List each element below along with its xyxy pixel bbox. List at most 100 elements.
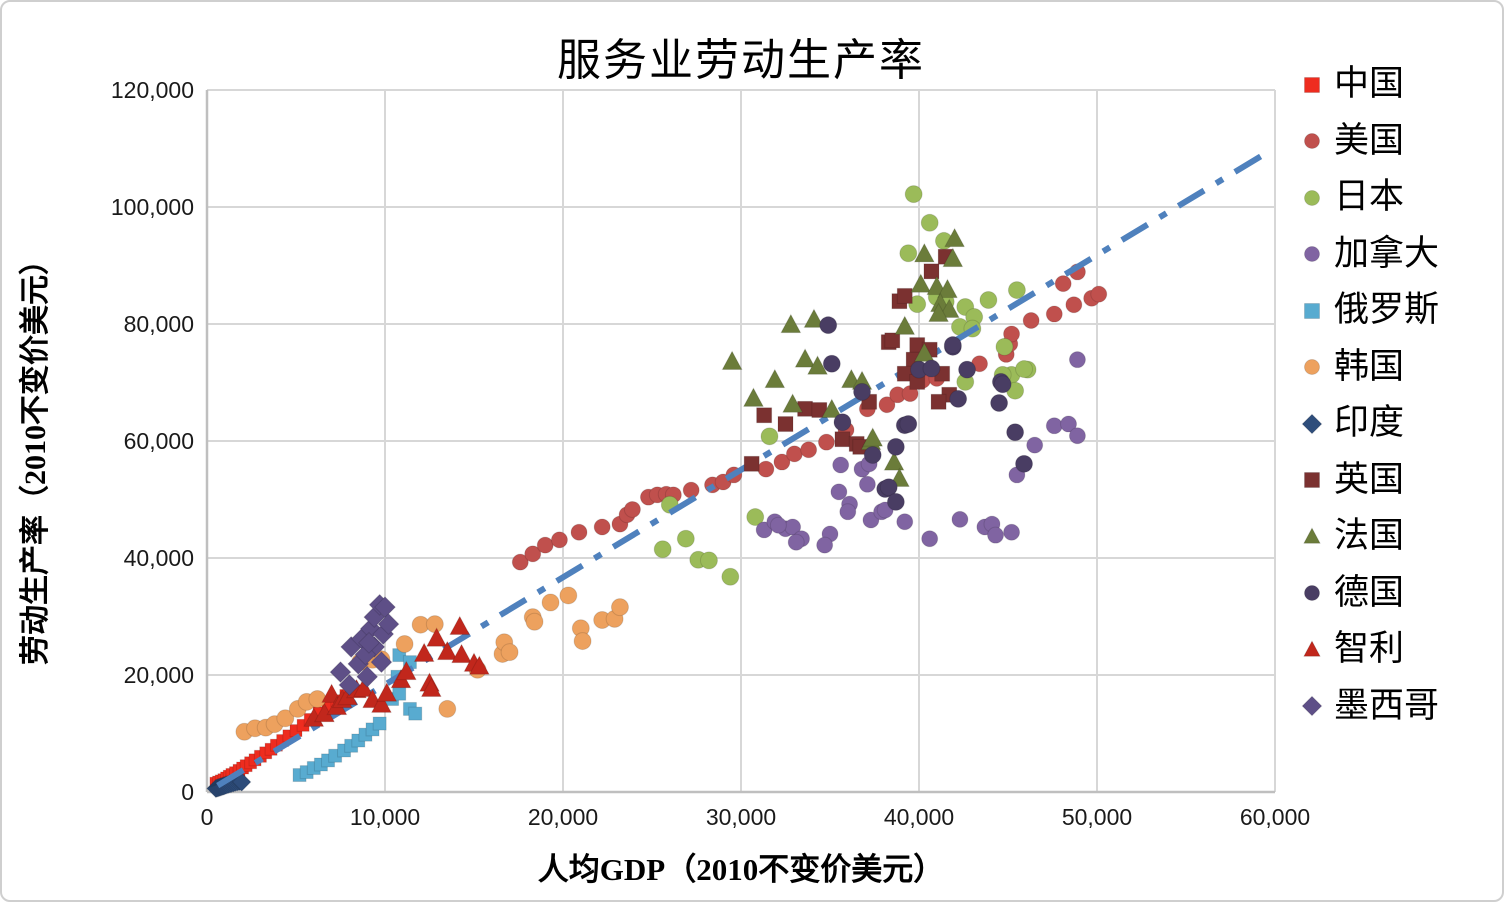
data-point-美国 [878, 396, 896, 414]
x-tick-label: 60,000 [1240, 804, 1310, 830]
data-point-加拿大 [787, 533, 805, 551]
data-point-墨西哥 [329, 661, 352, 684]
data-point-智利 [353, 677, 375, 698]
data-point-美国 [511, 553, 529, 571]
legend-marker-triangle [1303, 526, 1321, 544]
legend-swatch-智利 [1303, 639, 1321, 657]
legend-item-俄罗斯: 俄罗斯 [1300, 292, 1500, 327]
y-tick-label: 100,000 [111, 194, 194, 220]
data-point-智利 [413, 642, 435, 662]
data-point-英国 [777, 416, 794, 433]
data-point-加拿大 [1068, 351, 1086, 369]
legend-swatch-韩国 [1304, 359, 1320, 375]
legend-swatch-墨西哥 [1301, 695, 1323, 717]
data-point-加拿大 [951, 510, 969, 528]
legend-item-印度: 印度 [1300, 405, 1500, 440]
data-point-加拿大 [839, 503, 857, 521]
data-point-德国 [922, 359, 941, 378]
data-point-法国 [862, 427, 884, 447]
data-point-日本 [760, 427, 779, 446]
x-tick-label: 40,000 [884, 804, 954, 830]
x-tick-label: 20,000 [528, 804, 598, 830]
legend-label: 俄罗斯 [1334, 290, 1440, 329]
data-point-美国 [682, 481, 700, 499]
data-point-日本 [899, 244, 918, 263]
data-point-美国 [1090, 285, 1108, 303]
data-point-德国 [833, 413, 852, 432]
data-point-法国 [913, 242, 935, 263]
data-point-英国 [743, 455, 760, 472]
data-point-加拿大 [1060, 415, 1078, 433]
legend-swatch-俄罗斯 [1304, 302, 1320, 319]
data-point-法国 [928, 302, 950, 323]
data-point-韩国 [438, 699, 457, 718]
legend-label: 墨西哥 [1334, 685, 1440, 725]
legend-label: 加拿大 [1334, 233, 1440, 273]
data-point-韩国 [500, 643, 519, 662]
data-point-加拿大 [832, 456, 850, 474]
data-point-美国 [1003, 325, 1021, 343]
legend-marker-diamond [1301, 413, 1323, 434]
legend-marker-circle [1304, 133, 1320, 149]
legend-swatch-法国 [1303, 526, 1321, 544]
data-point-美国 [550, 531, 568, 549]
data-point-日本 [908, 295, 927, 314]
data-point-墨西哥 [377, 613, 400, 636]
data-point-日本 [995, 337, 1014, 356]
data-point-德国 [993, 375, 1012, 394]
legend-label: 中国 [1334, 64, 1405, 103]
data-point-法国 [794, 348, 816, 368]
data-point-加拿大 [896, 513, 914, 531]
legend-swatch-德国 [1304, 585, 1320, 601]
data-point-英国 [930, 393, 947, 410]
data-point-德国 [943, 336, 962, 355]
data-point-韩国 [541, 593, 560, 612]
data-point-美国 [800, 441, 818, 459]
legend-item-中国: 中国 [1300, 66, 1500, 101]
data-point-德国 [863, 446, 882, 465]
legend-label: 法国 [1334, 516, 1405, 555]
data-point-英国 [834, 431, 851, 448]
data-point-法国 [803, 308, 825, 328]
data-point-韩国 [276, 709, 295, 728]
legend-item-加拿大: 加拿大 [1300, 236, 1500, 271]
data-point-法国 [721, 350, 743, 371]
chart-legend: 中国 美国 日本 加拿大 俄罗斯 韩国 印度 英国 法国 德国 智利 墨西哥 [1300, 66, 1500, 723]
legend-marker-circle [1304, 246, 1320, 262]
y-tick-label: 120,000 [111, 77, 194, 103]
legend-label: 英国 [1334, 459, 1405, 499]
chart-title: 服务业劳动生产率 [557, 36, 925, 85]
data-point-德国 [886, 437, 905, 456]
data-point-加拿大 [1003, 523, 1021, 541]
data-point-法国 [782, 393, 804, 413]
data-point-美国 [536, 536, 554, 554]
data-point-加拿大 [769, 516, 787, 534]
data-point-日本 [653, 540, 672, 559]
data-point-美国 [817, 433, 835, 451]
legend-item-法国: 法国 [1300, 518, 1500, 553]
legend-label: 智利 [1334, 629, 1405, 668]
y-tick-label: 20,000 [124, 662, 194, 688]
data-point-智利 [449, 615, 471, 636]
legend-swatch-加拿大 [1304, 246, 1320, 262]
data-point-法国 [742, 387, 765, 407]
legend-swatch-印度 [1301, 413, 1323, 434]
data-point-法国 [936, 278, 959, 299]
data-point-加拿大 [1068, 427, 1086, 445]
data-point-德国 [1015, 454, 1034, 473]
series-智利 [303, 615, 490, 727]
data-point-加拿大 [1045, 417, 1063, 435]
legend-marker-triangle [1303, 639, 1321, 657]
data-point-墨西哥 [356, 665, 379, 688]
data-point-法国 [944, 227, 966, 248]
data-point-日本 [746, 508, 765, 527]
legend-item-韩国: 韩国 [1300, 349, 1500, 384]
data-point-俄罗斯 [372, 716, 387, 731]
data-point-韩国 [425, 615, 444, 634]
data-point-英国 [756, 407, 773, 424]
data-point-印度 [231, 772, 252, 792]
data-point-英国 [884, 332, 901, 349]
data-point-德国 [899, 415, 918, 434]
data-point-韩国 [395, 634, 414, 653]
